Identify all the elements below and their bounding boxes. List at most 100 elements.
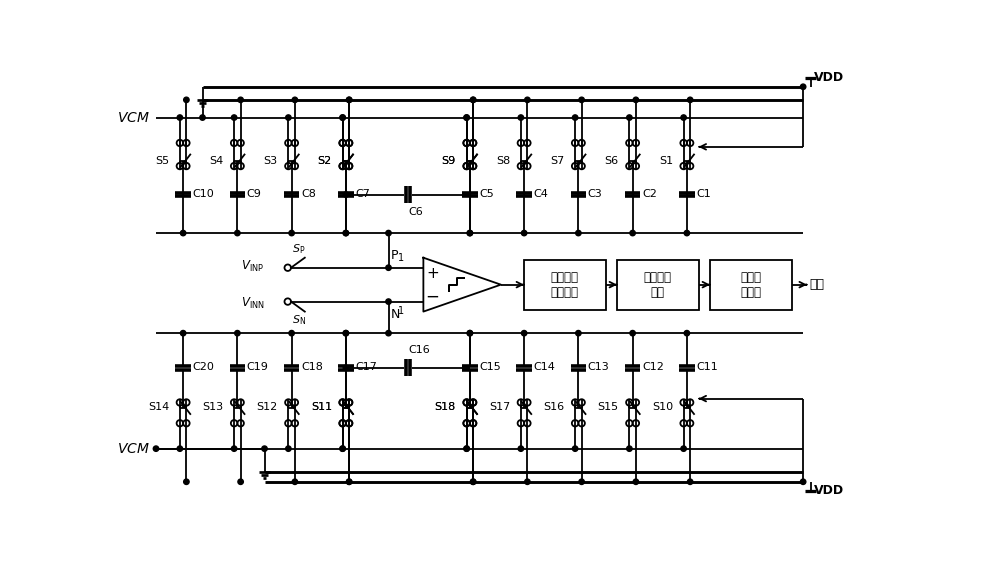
Text: $V$CM: $V$CM xyxy=(117,442,150,456)
Circle shape xyxy=(177,446,183,451)
Text: S2: S2 xyxy=(318,156,332,167)
Text: S9: S9 xyxy=(442,156,456,167)
Circle shape xyxy=(579,479,584,484)
Circle shape xyxy=(231,115,237,120)
Circle shape xyxy=(346,97,352,102)
Circle shape xyxy=(386,230,391,236)
Circle shape xyxy=(470,97,476,102)
Circle shape xyxy=(627,115,632,120)
Text: C7: C7 xyxy=(355,189,370,199)
Text: $S_{\rm P}$: $S_{\rm P}$ xyxy=(292,242,306,256)
Text: 1: 1 xyxy=(398,253,404,263)
Circle shape xyxy=(525,479,530,484)
Text: +: + xyxy=(426,266,439,281)
Circle shape xyxy=(184,479,189,484)
Text: 输出: 输出 xyxy=(809,278,824,291)
Circle shape xyxy=(572,446,578,451)
Text: C12: C12 xyxy=(642,362,664,372)
Text: C13: C13 xyxy=(588,362,609,372)
Circle shape xyxy=(630,230,635,236)
Text: N: N xyxy=(391,308,400,321)
Circle shape xyxy=(518,115,524,120)
Circle shape xyxy=(346,97,352,102)
Text: S7: S7 xyxy=(550,156,564,167)
Text: S5: S5 xyxy=(155,156,169,167)
Circle shape xyxy=(464,115,469,120)
Text: VDD: VDD xyxy=(814,484,844,497)
Circle shape xyxy=(633,97,639,102)
Text: S6: S6 xyxy=(605,156,619,167)
Text: S17: S17 xyxy=(489,402,510,412)
Text: C10: C10 xyxy=(192,189,214,199)
Circle shape xyxy=(470,97,476,102)
Circle shape xyxy=(464,446,469,451)
Text: S8: S8 xyxy=(496,156,510,167)
Text: −: − xyxy=(426,287,440,305)
Circle shape xyxy=(289,331,294,336)
Circle shape xyxy=(576,230,581,236)
Text: C6: C6 xyxy=(409,207,423,217)
Circle shape xyxy=(464,115,469,120)
Text: S18: S18 xyxy=(435,402,456,412)
Circle shape xyxy=(238,97,243,102)
Circle shape xyxy=(340,115,345,120)
Circle shape xyxy=(467,331,473,336)
Circle shape xyxy=(180,331,186,336)
Circle shape xyxy=(238,479,243,484)
Text: 三値转
换电路: 三値转 换电路 xyxy=(740,271,761,299)
Circle shape xyxy=(684,230,690,236)
Circle shape xyxy=(343,331,349,336)
Text: S10: S10 xyxy=(652,402,673,412)
Circle shape xyxy=(386,331,391,336)
Circle shape xyxy=(292,479,298,484)
Text: S9: S9 xyxy=(442,156,456,167)
Text: $V$CM: $V$CM xyxy=(117,110,150,125)
Circle shape xyxy=(235,230,240,236)
Circle shape xyxy=(572,115,578,120)
Circle shape xyxy=(340,446,345,451)
Text: $V_{\rm INN}$: $V_{\rm INN}$ xyxy=(241,295,264,311)
Text: S15: S15 xyxy=(598,402,619,412)
Circle shape xyxy=(184,97,189,102)
Text: C11: C11 xyxy=(696,362,718,372)
Circle shape xyxy=(343,230,349,236)
Text: C18: C18 xyxy=(301,362,323,372)
Circle shape xyxy=(153,446,159,451)
Text: S13: S13 xyxy=(202,402,223,412)
Text: S2: S2 xyxy=(318,156,332,167)
Text: S12: S12 xyxy=(256,402,278,412)
Text: S11: S11 xyxy=(311,402,332,412)
Text: $S_{\rm N}$: $S_{\rm N}$ xyxy=(292,313,306,327)
Circle shape xyxy=(576,331,581,336)
Text: S3: S3 xyxy=(264,156,278,167)
Text: C20: C20 xyxy=(192,362,214,372)
Text: $V_{\rm INP}$: $V_{\rm INP}$ xyxy=(241,259,264,274)
Text: 1: 1 xyxy=(398,306,404,316)
Circle shape xyxy=(630,331,635,336)
Circle shape xyxy=(687,97,693,102)
Circle shape xyxy=(467,331,473,336)
Circle shape xyxy=(286,115,291,120)
Bar xyxy=(617,259,698,310)
Circle shape xyxy=(684,331,690,336)
Circle shape xyxy=(467,230,473,236)
Circle shape xyxy=(386,265,391,270)
Circle shape xyxy=(343,365,349,370)
Circle shape xyxy=(180,230,186,236)
Text: 逐次比较
逻辑电路: 逐次比较 逻辑电路 xyxy=(551,271,579,299)
Text: S1: S1 xyxy=(659,156,673,167)
Circle shape xyxy=(525,97,530,102)
Circle shape xyxy=(262,446,267,451)
Text: 时钟控制
模块: 时钟控制 模块 xyxy=(644,271,672,299)
Circle shape xyxy=(627,446,632,451)
Circle shape xyxy=(633,479,639,484)
Text: C2: C2 xyxy=(642,189,657,199)
Circle shape xyxy=(521,230,527,236)
Text: C1: C1 xyxy=(696,189,711,199)
Text: C17: C17 xyxy=(355,362,377,372)
Circle shape xyxy=(464,446,469,451)
Text: C9: C9 xyxy=(247,189,262,199)
Text: P: P xyxy=(391,249,398,262)
Circle shape xyxy=(231,446,237,451)
Text: S11: S11 xyxy=(311,402,332,412)
